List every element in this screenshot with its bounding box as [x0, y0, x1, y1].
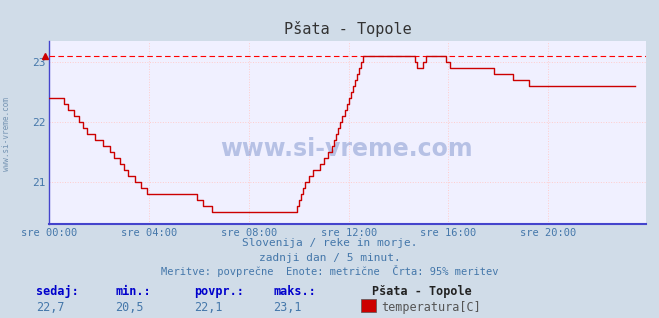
Text: maks.:: maks.: [273, 285, 316, 298]
Title: Pšata - Topole: Pšata - Topole [284, 21, 411, 38]
Text: www.si-vreme.com: www.si-vreme.com [2, 97, 11, 170]
Text: zadnji dan / 5 minut.: zadnji dan / 5 minut. [258, 253, 401, 263]
Text: Slovenija / reke in morje.: Slovenija / reke in morje. [242, 238, 417, 248]
Text: Meritve: povprečne  Enote: metrične  Črta: 95% meritev: Meritve: povprečne Enote: metrične Črta:… [161, 265, 498, 277]
Text: 22,1: 22,1 [194, 301, 223, 314]
Text: Pšata - Topole: Pšata - Topole [372, 285, 472, 298]
Text: 23,1: 23,1 [273, 301, 302, 314]
Text: min.:: min.: [115, 285, 151, 298]
Text: povpr.:: povpr.: [194, 285, 244, 298]
Text: 20,5: 20,5 [115, 301, 144, 314]
Text: sedaj:: sedaj: [36, 285, 79, 298]
Text: www.si-vreme.com: www.si-vreme.com [220, 137, 473, 161]
Text: 22,7: 22,7 [36, 301, 65, 314]
Text: temperatura[C]: temperatura[C] [381, 301, 480, 314]
